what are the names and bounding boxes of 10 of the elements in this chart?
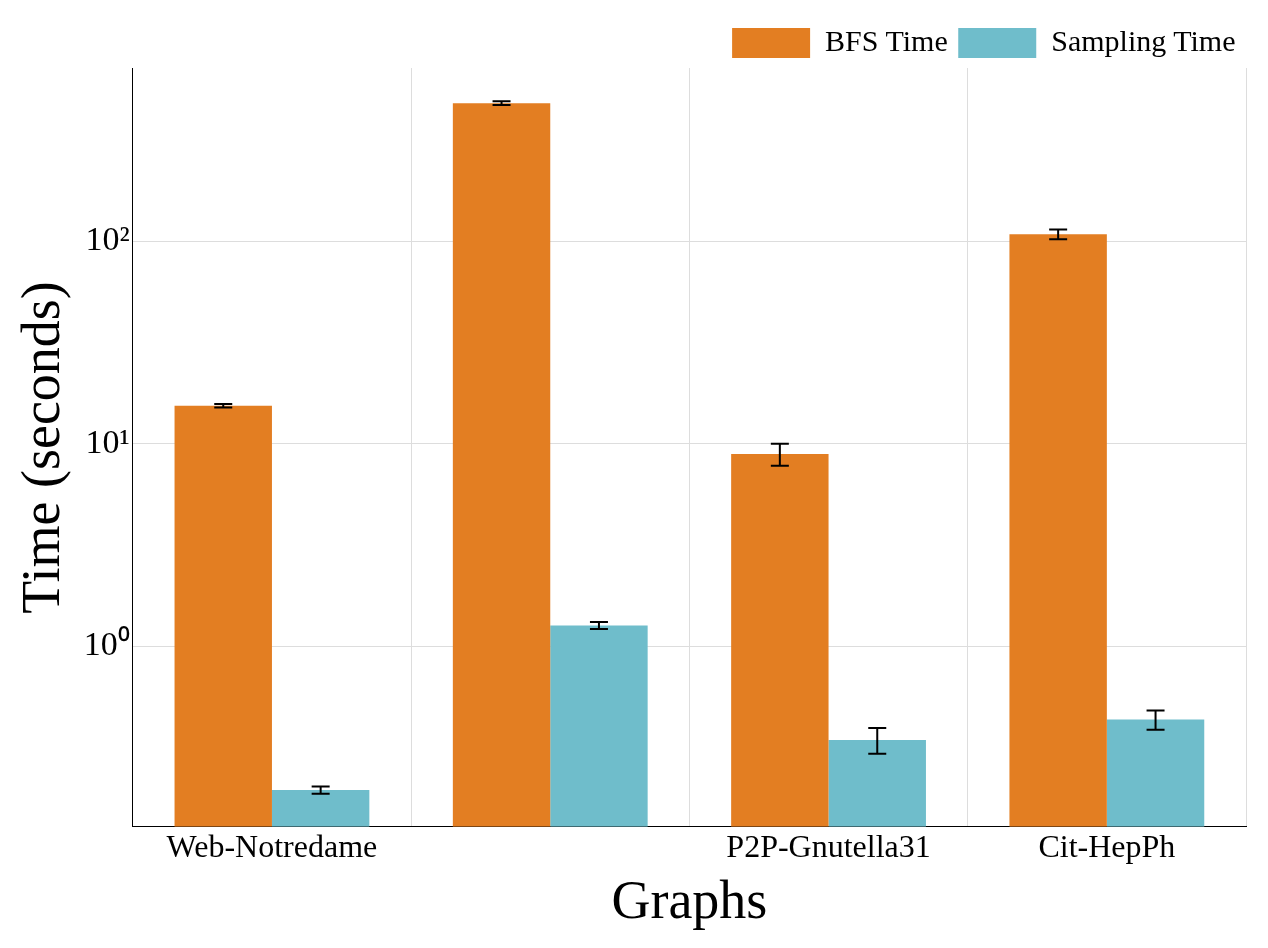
x-tick-label: Cit-HepPh (1038, 828, 1176, 865)
y-tick-label: 10⁰ (83, 625, 130, 663)
legend-label: BFS Time (825, 23, 948, 57)
legend-label: Sampling Time (1051, 23, 1236, 57)
y-axis-title: Time (seconds) (10, 281, 71, 614)
y-tick-label: 10² (85, 219, 130, 257)
x-tick-label: Web-Notredame (166, 828, 378, 865)
x-axis-title: Graphs (611, 869, 768, 930)
y-tick-label: 10¹ (85, 422, 130, 460)
x-tick-label: P2P-Gnutella31 (726, 828, 931, 865)
